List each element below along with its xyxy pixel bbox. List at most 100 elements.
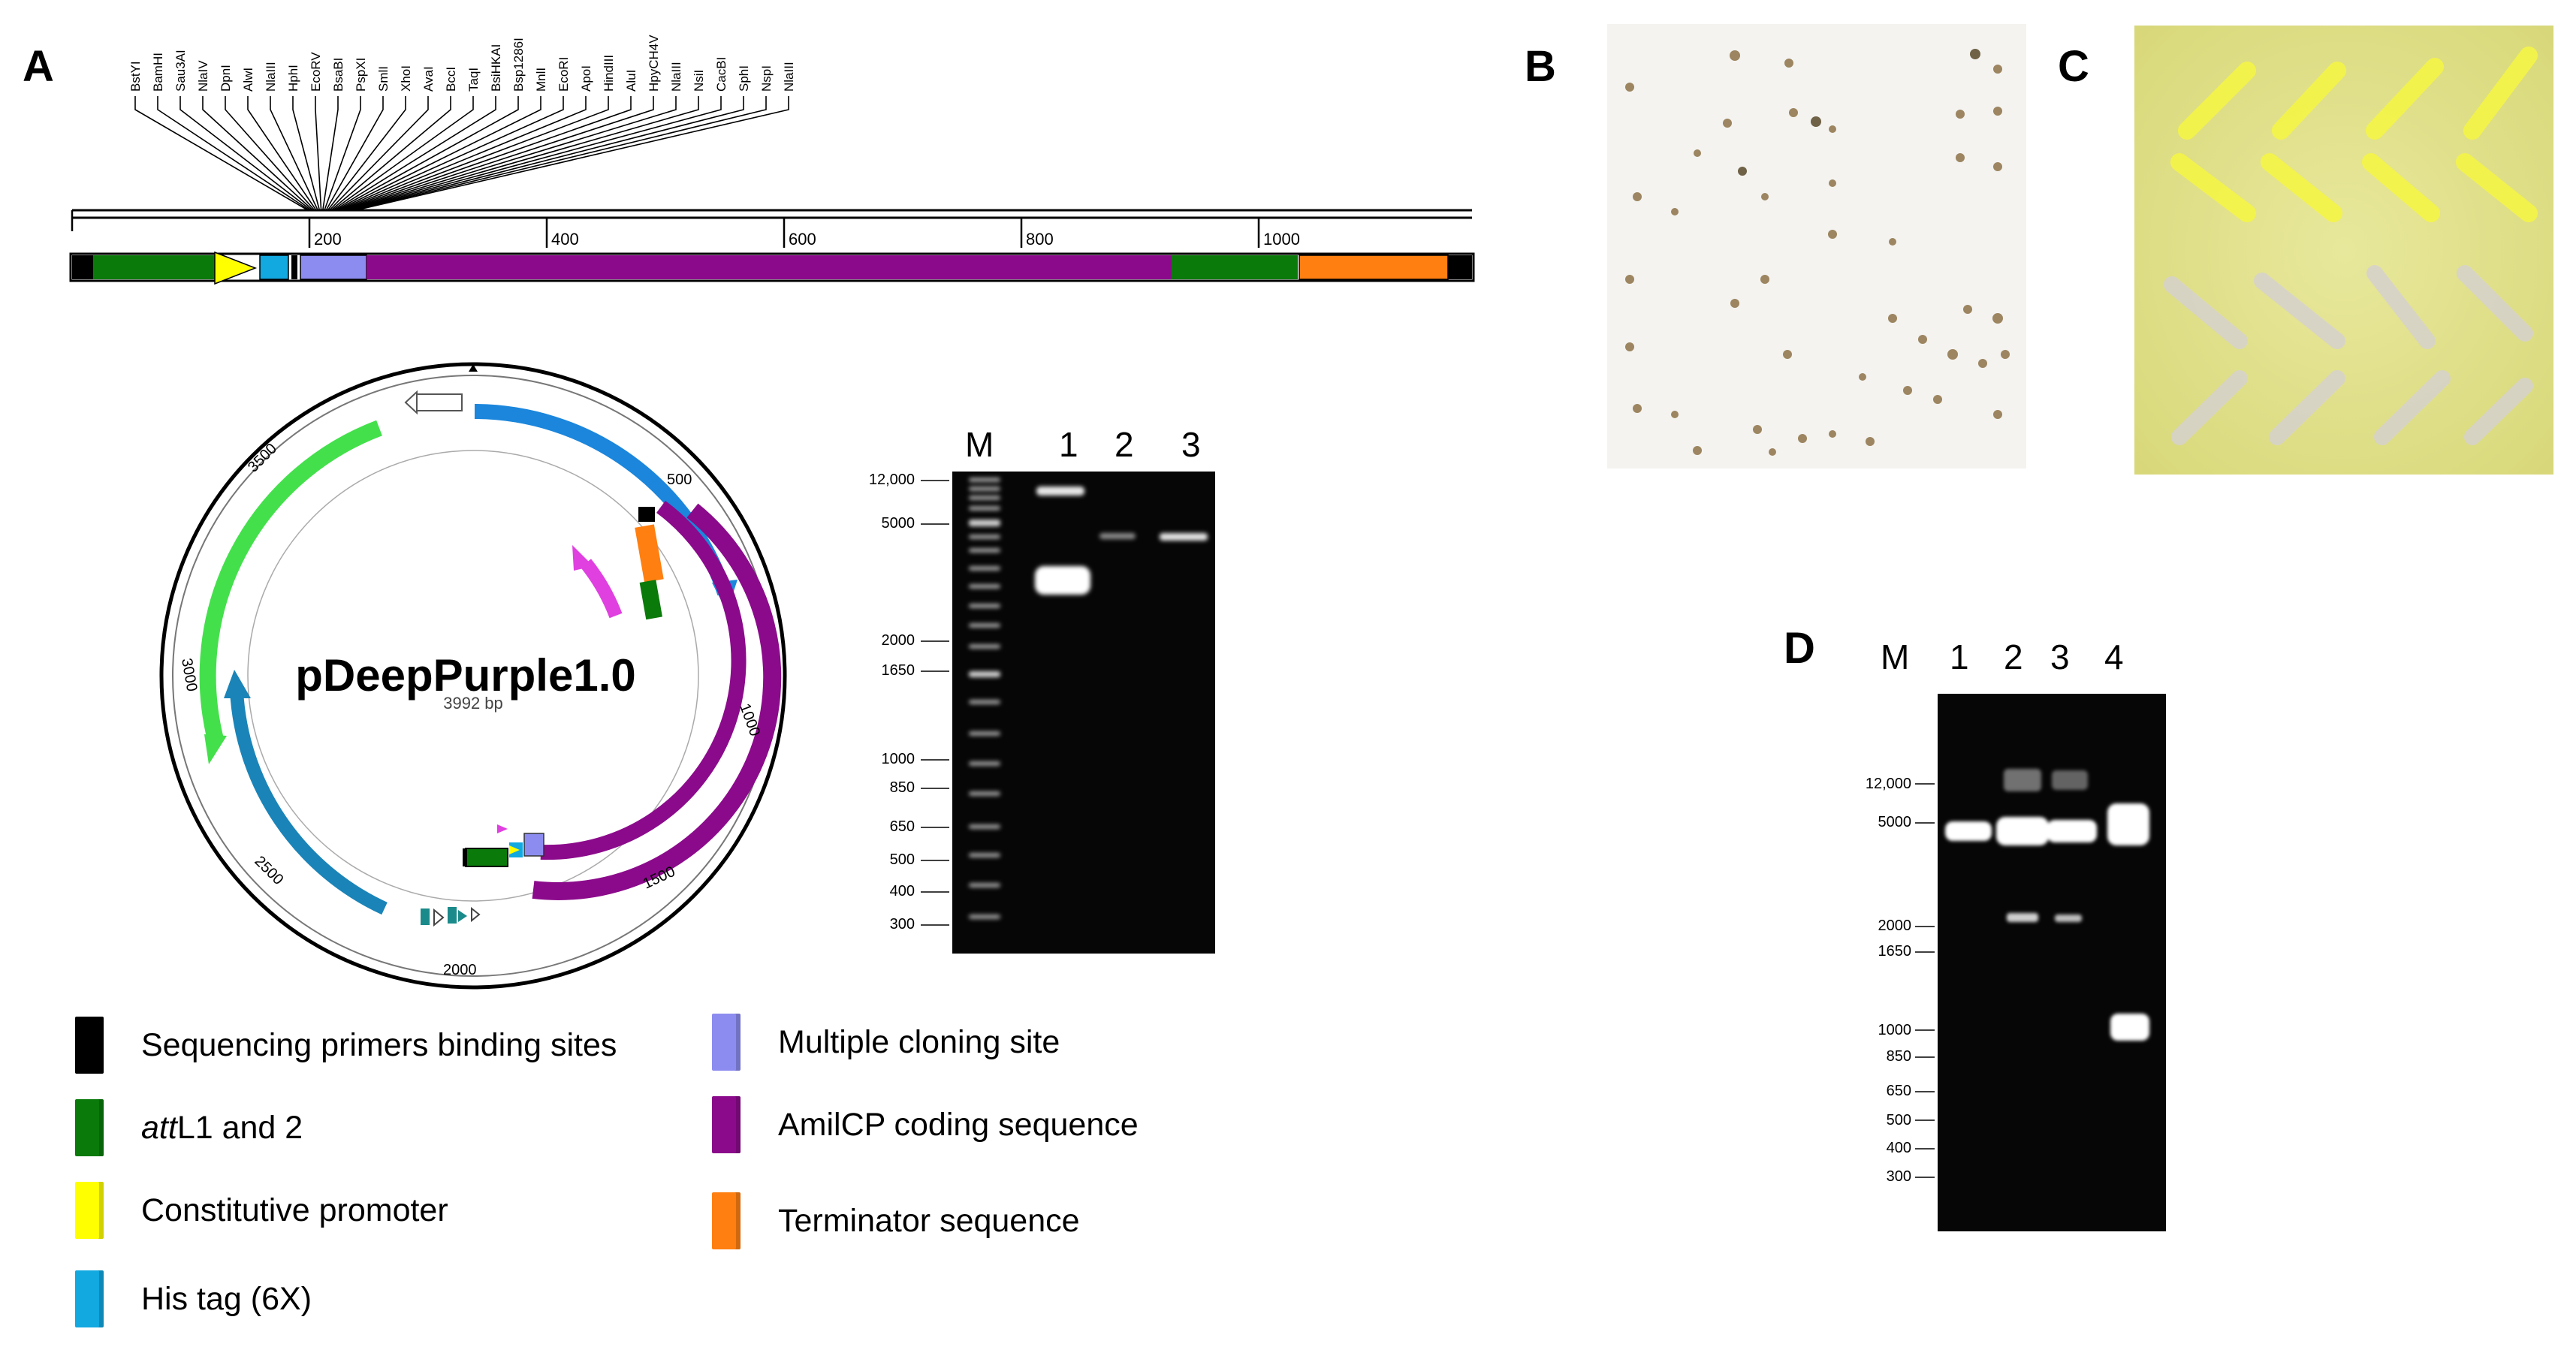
lane1-band-top xyxy=(1036,487,1084,496)
ladder-bands-1 xyxy=(969,478,1000,919)
streaks xyxy=(2134,26,2553,475)
svg-text:400: 400 xyxy=(551,230,579,249)
gel2-marker-1000: 1000 xyxy=(1878,1022,1912,1038)
small-feature-2 xyxy=(433,908,445,927)
mcs-block xyxy=(523,833,544,857)
panel-a-label: A xyxy=(23,42,54,91)
lane1-band-main xyxy=(1035,566,1090,595)
enzyme-label: BsaBI xyxy=(331,58,345,92)
enzyme-label: Bsp1286I xyxy=(511,38,526,92)
teal-arrowhead xyxy=(224,670,251,698)
gel1-lane-1: 1 xyxy=(1059,425,1078,464)
d-lane3-smear xyxy=(2052,770,2088,790)
enzyme-label: NspI xyxy=(759,65,774,92)
enzyme-leader-line xyxy=(340,96,587,211)
legend-swatch-his xyxy=(75,1270,104,1327)
gel1-marker-12000: 12,000 xyxy=(868,472,915,488)
enzyme-leader-line xyxy=(325,96,384,211)
promoter-mark xyxy=(509,845,520,854)
lane2-band xyxy=(1099,533,1136,539)
enzyme-label: NlaIV xyxy=(196,60,210,92)
legend-item-terminator: Terminator sequence xyxy=(712,1191,1080,1251)
d-lane1-band xyxy=(1945,821,1992,841)
enzyme-leader-line xyxy=(202,96,314,211)
legend-label-mcs: Multiple cloning site xyxy=(778,1023,1060,1060)
gel-image-1 xyxy=(952,472,1215,954)
legend-label-amilcp: AmilCP coding sequence xyxy=(778,1106,1139,1143)
small-feature-5 xyxy=(471,906,481,923)
gel2-marker-5000: 5000 xyxy=(1878,814,1912,830)
legend-label-promoter: Constitutive promoter xyxy=(141,1192,448,1228)
d-lane3-band-low xyxy=(2055,915,2082,922)
gel2-marker-300: 300 xyxy=(1886,1168,1911,1185)
enzyme-leader-line xyxy=(355,96,789,211)
seq-primer-left xyxy=(72,255,93,279)
legend-swatch-att xyxy=(75,1099,104,1156)
enzyme-leader-line xyxy=(350,96,722,211)
panel-b-label: B xyxy=(1525,42,1556,91)
top-outline-feature xyxy=(416,393,463,411)
enzyme-label: NlaIII xyxy=(264,62,278,92)
gel2-marker-850: 850 xyxy=(1886,1048,1911,1065)
light-green-feature-arc xyxy=(199,420,382,742)
lane3-band xyxy=(1160,533,1208,541)
feature-bar xyxy=(69,251,1475,285)
light-green-arrowhead xyxy=(204,734,227,764)
d-lane2-band-main xyxy=(1996,817,2049,845)
enzyme-leader-line xyxy=(352,96,744,211)
enzyme-leader-line xyxy=(339,96,564,211)
enzyme-label: EcoRV xyxy=(309,52,323,92)
enzyme-leader-line xyxy=(134,96,309,211)
gel1-lane-2: 2 xyxy=(1115,425,1134,464)
enzyme-leader-line xyxy=(347,96,677,211)
legend-label-terminator: Terminator sequence xyxy=(778,1202,1080,1239)
magenta-arrowhead xyxy=(572,545,593,571)
enzyme-label: ApoI xyxy=(579,65,593,92)
amilcp-arc xyxy=(532,503,782,900)
enzyme-leader-line xyxy=(179,96,312,211)
enzyme-leader-line xyxy=(333,96,496,211)
gel2-lane-2: 2 xyxy=(2004,637,2023,676)
legend-label-his: His tag (6X) xyxy=(141,1280,312,1317)
origin-marker xyxy=(469,364,478,372)
enzyme-label: HphI xyxy=(286,65,300,92)
enzyme-label: BamHI xyxy=(151,53,165,92)
enzyme-label: Sau3AI xyxy=(173,50,188,92)
enzyme-leader-line xyxy=(324,96,361,211)
gel1-marker-2000: 2000 xyxy=(881,632,915,649)
gel1-marker-500: 500 xyxy=(889,851,915,868)
ruler-tick-200: 200 xyxy=(308,218,342,249)
enzyme-label: AlwI xyxy=(241,68,255,92)
enzyme-label: NsiI xyxy=(692,70,706,92)
plasmid-tick-2000: 2000 xyxy=(443,962,477,978)
ruler-tick-600: 600 xyxy=(783,218,816,249)
small-feature-3 xyxy=(448,907,457,924)
enzyme-label: TaqI xyxy=(466,68,481,92)
primer-lower-block xyxy=(463,848,467,866)
legend-swatch-amilcp xyxy=(712,1096,741,1153)
enzyme-leader-line xyxy=(292,96,321,211)
enzyme-leader-line xyxy=(344,96,632,211)
enzyme-label: DpnI xyxy=(219,65,233,92)
gel2-marker-ticks xyxy=(1915,783,1935,1178)
magenta-mark xyxy=(497,824,508,833)
small-feature-4 xyxy=(458,910,467,922)
enzyme-leader-line xyxy=(322,96,339,211)
gel2-marker-12000: 12,000 xyxy=(1865,776,1911,792)
enzyme-label: CacBI xyxy=(714,57,728,92)
enzyme-label: MnlI xyxy=(534,68,548,92)
enzyme-leader-line xyxy=(225,96,315,211)
enzyme-label: BsiHKAI xyxy=(489,44,503,92)
gel1-marker-1650: 1650 xyxy=(881,662,915,679)
gel1-marker-ticks xyxy=(921,480,949,926)
enzyme-leader-line xyxy=(336,96,519,211)
gel2-lane-3: 3 xyxy=(2050,637,2070,676)
amilcp-segment xyxy=(366,255,1172,279)
legend-swatch-sequencing xyxy=(75,1017,104,1074)
svg-text:200: 200 xyxy=(314,230,342,249)
enzyme-leader-line xyxy=(329,96,429,211)
legend-swatch-promoter xyxy=(75,1182,104,1239)
enzyme-labels: BstYI BamHI Sau3AI NlaIV DpnI AlwI NlaIII HphI E… xyxy=(128,35,796,92)
plasmid-inner-ring xyxy=(247,450,699,902)
gel2-marker-400: 400 xyxy=(1886,1140,1911,1156)
